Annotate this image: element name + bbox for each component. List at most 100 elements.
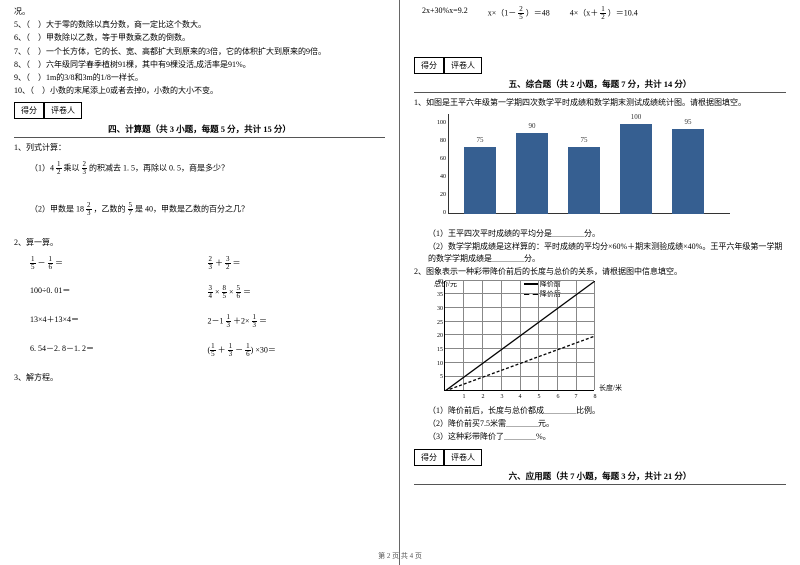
- yt2: 40: [430, 174, 446, 180]
- r-q1-2: （2）数学学期成绩是这样算的：平时成绩的平均分×60%＋期末测验成绩×40%。王…: [414, 241, 786, 263]
- q2-head: 2、算一算。: [14, 237, 385, 248]
- eq3: ＝: [243, 288, 251, 297]
- calc-1a: 15 － 16 ＝: [30, 256, 208, 271]
- mi: －: [235, 346, 243, 355]
- lx5: 6: [549, 394, 567, 400]
- eq2: x×（1－ 25 ）＝48: [488, 6, 550, 21]
- q1-head: 1、列式计算：: [14, 142, 385, 153]
- calc-3a: 13×4＋13×4＝: [30, 314, 208, 329]
- score-6a: 得分: [414, 449, 444, 466]
- lx2: 3: [493, 394, 511, 400]
- ly6: 35: [431, 292, 443, 298]
- yt1: 20: [430, 192, 446, 198]
- ly1: 10: [431, 361, 443, 367]
- lx3: 4: [511, 394, 529, 400]
- yt4: 80: [430, 138, 446, 144]
- calc-1b: 23 ＋ 32 ＝: [208, 256, 386, 271]
- right-column: 2x+30%x=9.2 x×（1－ 25 ）＝48 4×（x＋ 12 ）＝10.…: [400, 0, 800, 565]
- q1-1a: （1）4: [30, 164, 54, 173]
- ly2: 15: [431, 347, 443, 353]
- q3-head: 3、解方程。: [14, 372, 385, 383]
- left-column: 况。 5、（ ）大于零的数除以真分数，商一定比这个数大。 6、（ ）甲数除以乙数…: [0, 0, 400, 565]
- eq1: 2x+30%x=9.2: [422, 6, 468, 21]
- lx4: 5: [530, 394, 548, 400]
- calc-row-3: 13×4＋13×4＝ 2－1 13 ＋2× 13 ＝: [14, 314, 385, 329]
- eq2a: x×（1－: [488, 8, 517, 17]
- chart-lines: [445, 281, 595, 391]
- ly4: 25: [431, 320, 443, 326]
- minus: －: [38, 259, 46, 268]
- ly5: 30: [431, 306, 443, 312]
- tf-7: 7、（ ）一个长方体，它的长、宽、高都扩大到原来的3倍，它的体积扩大到原来的9倍…: [14, 46, 385, 57]
- section-6-title: 六、应用题（共 7 小题，每题 3 分，共计 21 分）: [414, 470, 786, 485]
- r-q1-1: （1）王平四次平时成绩的平均分是＿＿＿＿分。: [414, 228, 786, 239]
- plus: ＋: [215, 259, 223, 268]
- calc-row-4: 6. 54－2. 8－1. 2＝ (15 ＋ 13 － 16) ×30＝: [14, 343, 385, 358]
- r-q2: 2、图象表示一种彩带降价前后的长度与总价的关系，请根据图中信息填空。: [414, 266, 786, 277]
- line-chart: 5 10 15 20 25 30 35 40 1 2 3 4 5 6 7 8: [444, 281, 594, 391]
- t2: ＋2×: [233, 317, 250, 326]
- tf-9: 9、（ ）1m的3/8和3m的1/8一样长。: [14, 72, 385, 83]
- page-footer: 第 2 页 共 4 页: [0, 551, 800, 561]
- frac-1-2: 12: [56, 161, 62, 176]
- lx1: 2: [474, 394, 492, 400]
- bar-chart: 0 20 40 60 80 100 75 90 75 100 95: [430, 114, 740, 224]
- yt5: 100: [430, 120, 446, 126]
- line-chart-block: 降价前 降价后 总价/元 5 10 15 20 25 30 35 40 1 2 …: [414, 281, 786, 391]
- q1-1c: 的积减去 1. 5，再除以 0. 5，商是多少？: [89, 164, 229, 173]
- eq2: ＝: [233, 259, 241, 268]
- mul2: ×: [229, 288, 234, 297]
- eq5: ×30＝: [255, 346, 276, 355]
- pl: ＋: [218, 346, 226, 355]
- calc-4a: 6. 54－2. 8－1. 2＝: [30, 343, 208, 358]
- bar-1: [464, 147, 496, 214]
- bl4: 100: [620, 113, 652, 121]
- mul: ×: [215, 288, 220, 297]
- score-5a: 得分: [414, 57, 444, 74]
- r-q2-2: （2）降价前买7.5米需＿＿＿＿元。: [414, 418, 786, 429]
- x-title: 长度/米: [599, 383, 622, 393]
- yt0: 0: [430, 210, 446, 216]
- lx0: 1: [455, 394, 473, 400]
- eq3b: ）＝10.4: [608, 8, 638, 17]
- section-5-title: 五、综合题（共 2 小题，每题 7 分，共计 14 分）: [414, 78, 786, 93]
- tf-5: 5、（ ）大于零的数除以真分数，商一定比这个数大。: [14, 19, 385, 30]
- q1-1: （1）4 12 乘以 23 的积减去 1. 5，再除以 0. 5，商是多少？: [14, 161, 385, 176]
- lx7: 8: [586, 394, 604, 400]
- bar-chart-wrap: 0 20 40 60 80 100 75 90 75 100 95: [430, 114, 786, 224]
- bar-3: [568, 147, 600, 214]
- bl1: 75: [464, 136, 496, 144]
- r-q2-3: （3）这种彩带降价了＿＿＿＿%。: [414, 431, 786, 442]
- bar-2: [516, 133, 548, 214]
- frac-5-7: 57: [128, 202, 134, 217]
- score-6b: 评卷人: [444, 449, 482, 466]
- frac-2-3b: 23: [86, 202, 92, 217]
- tf-8: 8、（ ）六年级同学春季植树91棵，其中有9棵没活,成活率是91%。: [14, 59, 385, 70]
- eq3: 4×（x＋ 12 ）＝10.4: [570, 6, 638, 21]
- section-4-title: 四、计算题（共 3 小题，每题 5 分，共计 15 分）: [14, 123, 385, 138]
- frac-2-3: 23: [82, 161, 88, 176]
- eq4: ＝: [259, 317, 267, 326]
- r-q1: 1、如图是王平六年级第一学期四次数学平时成绩和数学期末测试成绩统计图。请根据图填…: [414, 97, 786, 108]
- calc-row-1: 15 － 16 ＝ 23 ＋ 32 ＝: [14, 256, 385, 271]
- ly0: 5: [431, 374, 443, 380]
- ly3: 20: [431, 333, 443, 339]
- q1-1b: 乘以: [64, 164, 80, 173]
- bl5: 95: [672, 118, 704, 126]
- q1-2b: ，乙数的: [94, 205, 126, 214]
- bl3: 75: [568, 136, 600, 144]
- eq: ＝: [55, 259, 63, 268]
- eq-row: 2x+30%x=9.2 x×（1－ 25 ）＝48 4×（x＋ 12 ）＝10.…: [414, 6, 786, 21]
- calc-2b: 34 × 85 × 56 ＝: [208, 285, 386, 300]
- score-cell-b: 评卷人: [44, 102, 82, 119]
- tf-10: 10、（ ）小数的末尾添上0或者去掉0，小数的大小不变。: [14, 85, 385, 96]
- bar-5: [672, 129, 704, 214]
- q1-2a: （2）甲数是 18: [30, 205, 84, 214]
- bar-4: [620, 124, 652, 214]
- pre-line: 况。: [14, 6, 385, 17]
- calc-2a: 100÷0. 01＝: [30, 285, 208, 300]
- yt3: 60: [430, 156, 446, 162]
- calc-3b: 2－1 13 ＋2× 13 ＝: [208, 314, 386, 329]
- tf-6: 6、（ ）甲数除以乙数，等于甲数乘乙数的倒数。: [14, 32, 385, 43]
- bl2: 90: [516, 122, 548, 130]
